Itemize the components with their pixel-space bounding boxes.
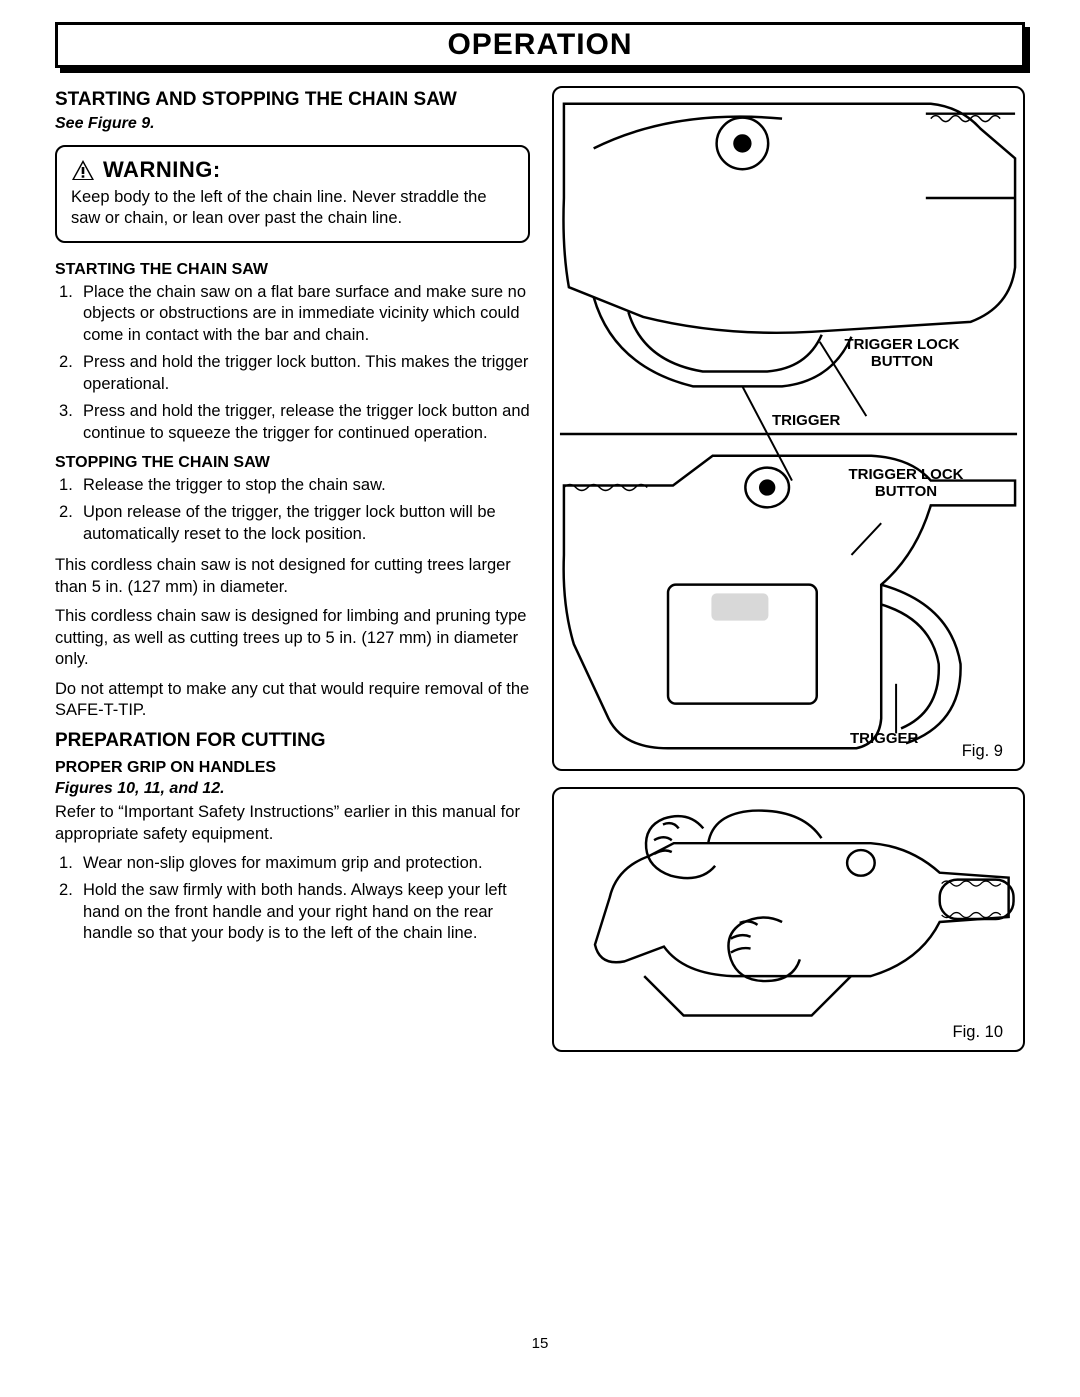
list-item: Hold the saw firmly with both hands. Alw…	[55, 880, 530, 944]
content-columns: STARTING AND STOPPING THE CHAIN SAW See …	[55, 86, 1025, 1052]
page-title-frame: OPERATION	[55, 22, 1025, 68]
warning-box: WARNING: Keep body to the left of the ch…	[55, 145, 530, 243]
callout-trigger-2: TRIGGER	[850, 730, 940, 747]
figure-10-illustration	[554, 789, 1023, 1050]
callout-trigger-lock-1: TRIGGER LOCK BUTTON	[832, 336, 972, 371]
prep-intro: Refer to “Important Safety Instructions”…	[55, 802, 530, 845]
note-text: This cordless chain saw is not designed …	[55, 555, 530, 598]
callout-trigger-lock-2: TRIGGER LOCK BUTTON	[836, 466, 976, 501]
list-item: Wear non-slip gloves for maximum grip an…	[55, 853, 530, 874]
left-column: STARTING AND STOPPING THE CHAIN SAW See …	[55, 86, 530, 1052]
section-heading-prep: PREPARATION FOR CUTTING	[55, 729, 530, 753]
see-figure-ref: See Figure 9.	[55, 115, 530, 133]
list-item: Press and hold the trigger lock button. …	[55, 352, 530, 395]
warning-triangle-icon	[71, 159, 95, 181]
list-item: Upon release of the trigger, the trigger…	[55, 502, 530, 545]
list-item: Release the trigger to stop the chain sa…	[55, 475, 530, 496]
sub-heading-stopping: STOPPING THE CHAIN SAW	[55, 454, 530, 472]
page-number: 15	[55, 1335, 1025, 1352]
note-text: Do not attempt to make any cut that woul…	[55, 679, 530, 722]
callout-trigger-1: TRIGGER	[772, 412, 862, 429]
section-heading-start-stop: STARTING AND STOPPING THE CHAIN SAW	[55, 88, 530, 112]
right-column: TRIGGER LOCK BUTTON TRIGGER TRIGGER LOCK…	[552, 86, 1025, 1052]
note-text: This cordless chain saw is designed for …	[55, 606, 530, 670]
figure-10: Fig. 10	[552, 787, 1025, 1052]
list-item: Press and hold the trigger, release the …	[55, 401, 530, 444]
figure-10-caption: Fig. 10	[953, 1023, 1003, 1042]
warning-label: WARNING:	[103, 157, 221, 183]
figure-9: TRIGGER LOCK BUTTON TRIGGER TRIGGER LOCK…	[552, 86, 1025, 771]
warning-text: Keep body to the left of the chain line.…	[71, 187, 514, 229]
prep-steps: Wear non-slip gloves for maximum grip an…	[55, 853, 530, 945]
stopping-steps: Release the trigger to stop the chain sa…	[55, 475, 530, 545]
starting-steps: Place the chain saw on a flat bare surfa…	[55, 282, 530, 444]
page-title: OPERATION	[447, 28, 632, 62]
figure-9-caption: Fig. 9	[962, 742, 1003, 761]
list-item: Place the chain saw on a flat bare surfa…	[55, 282, 530, 346]
page: OPERATION STARTING AND STOPPING THE CHAI…	[55, 22, 1025, 1352]
sub-heading-starting: STARTING THE CHAIN SAW	[55, 261, 530, 279]
warning-header: WARNING:	[71, 157, 514, 183]
sub-heading-grip: PROPER GRIP ON HANDLES	[55, 759, 530, 777]
see-figures-ref: Figures 10, 11, and 12.	[55, 780, 530, 798]
